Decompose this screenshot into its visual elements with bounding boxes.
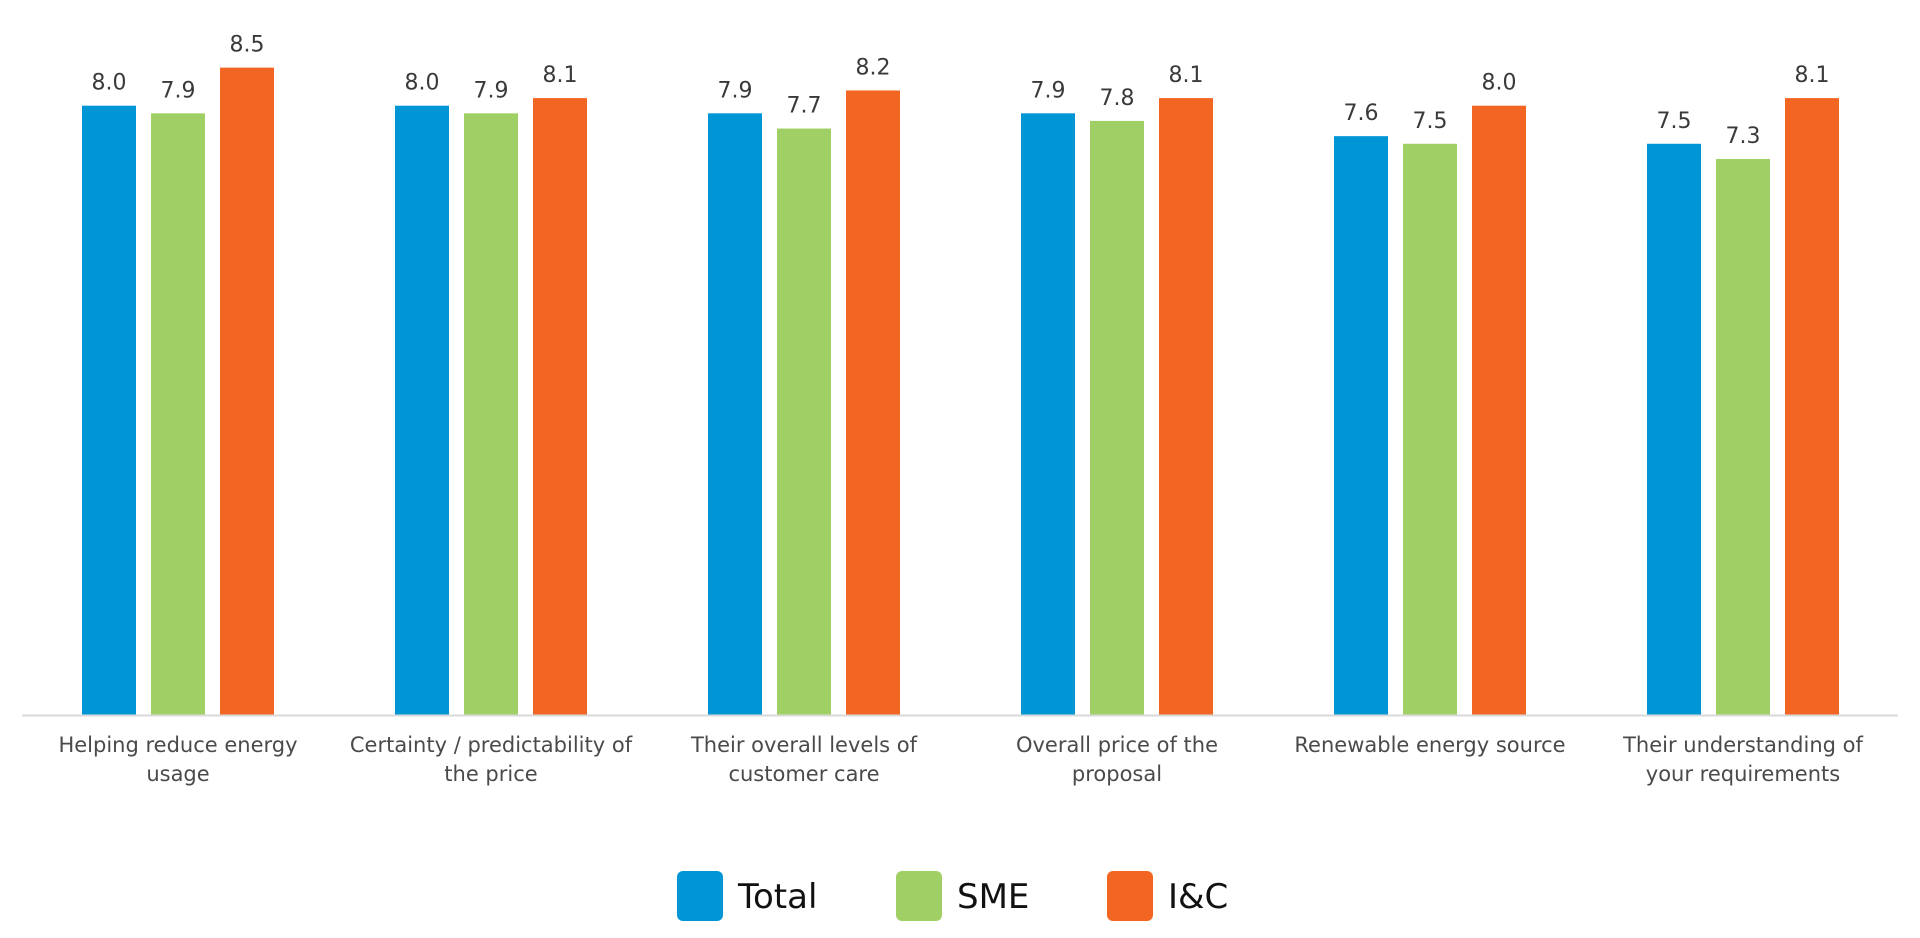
category-label: Their understanding of your requirements [1622, 733, 1863, 786]
bars-layer [82, 67, 1839, 716]
bar-total-4 [1334, 136, 1388, 716]
data-label: 8.1 [1169, 63, 1204, 88]
legend-label: Total [737, 877, 817, 917]
bar-i-c-1 [533, 98, 587, 715]
bar-i-c-2 [846, 90, 900, 716]
data-label: 7.5 [1413, 109, 1448, 134]
bar-total-0 [82, 105, 136, 715]
category-label: Certainty / predictability of the price [350, 733, 633, 786]
bar-sme-1 [464, 113, 518, 715]
data-label: 7.5 [1657, 109, 1692, 134]
legend-label: SME [957, 877, 1029, 917]
data-label: 7.9 [1031, 78, 1066, 103]
category-labels-layer: Helping reduce energy usage Certainty / pr… [58, 733, 1863, 786]
bar-sme-4 [1403, 143, 1457, 716]
category-label: Their overall levels of customer care [690, 733, 918, 786]
data-label: 8.0 [1482, 71, 1517, 96]
bar-total-5 [1647, 143, 1701, 716]
data-label: 7.9 [161, 78, 196, 103]
legend-swatch [677, 871, 723, 921]
data-label: 7.6 [1344, 101, 1379, 126]
data-label: 8.0 [405, 71, 440, 96]
data-label: 8.5 [230, 33, 265, 58]
bar-total-3 [1021, 113, 1075, 715]
data-label: 7.8 [1100, 86, 1135, 111]
data-label: 8.1 [543, 63, 578, 88]
category-label: Renewable energy source [1294, 733, 1565, 757]
bar-i-c-4 [1472, 105, 1526, 715]
legend-swatch [896, 871, 942, 921]
bar-i-c-5 [1785, 98, 1839, 715]
legend: Total SME I&C [677, 871, 1228, 921]
bar-total-2 [708, 113, 762, 715]
legend-swatch [1107, 871, 1153, 921]
data-label: 7.7 [787, 94, 822, 119]
value-labels-layer: 8.0 8.0 7.9 7.9 7.6 7.5 7.9 7.9 7.7 7.8 7.5 7.3 8.5 8… [92, 33, 1830, 149]
bar-total-1 [395, 105, 449, 715]
data-label: 7.3 [1726, 124, 1761, 149]
bar-sme-0 [151, 113, 205, 715]
bar-i-c-3 [1159, 98, 1213, 715]
bar-i-c-0 [220, 67, 274, 716]
category-label: Helping reduce energy usage [58, 733, 297, 786]
bar-sme-2 [777, 128, 831, 715]
bar-sme-5 [1716, 159, 1770, 716]
category-label: Overall price of the proposal [1016, 733, 1218, 786]
legend-label: I&C [1168, 877, 1228, 917]
data-label: 8.1 [1795, 63, 1830, 88]
data-label: 7.9 [718, 78, 753, 103]
bar-sme-3 [1090, 120, 1144, 715]
data-label: 8.2 [856, 55, 891, 80]
data-label: 8.0 [92, 71, 127, 96]
data-label: 7.9 [474, 78, 509, 103]
